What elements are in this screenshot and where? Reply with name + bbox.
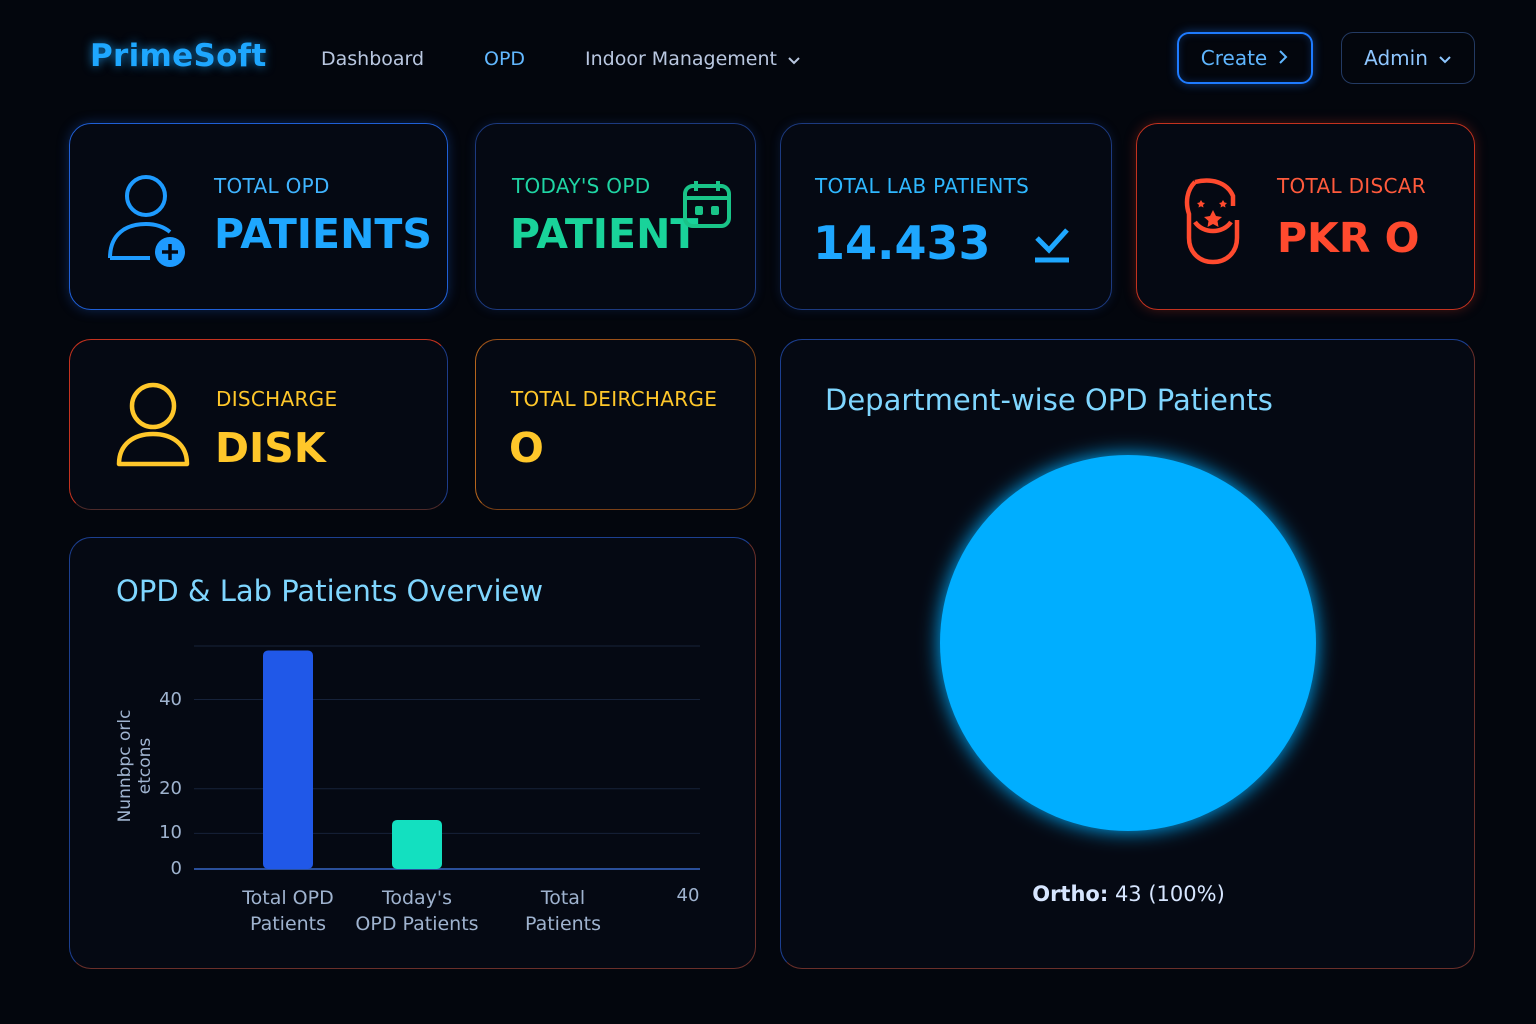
total-lab-value: 14.433 [813, 216, 991, 270]
create-button[interactable]: Create [1177, 32, 1313, 84]
nav-dashboard[interactable]: Dashboard [321, 48, 425, 70]
x-category-label: Total Patients [524, 887, 602, 935]
pie-slice-ortho [940, 455, 1316, 831]
nav-indoor-management[interactable]: Indoor Management [585, 48, 801, 71]
user-add-icon [106, 172, 190, 272]
pie-legend-name: Ortho: [1032, 882, 1109, 906]
total-discharge-value: PKR O [1277, 214, 1420, 262]
card-bar-chart: OPD & Lab Patients Overview Nunnbpc orlc… [69, 537, 756, 969]
card-discharge[interactable]: DISCHARGE DISK [69, 339, 448, 510]
y-tick-label: 10 [159, 822, 182, 844]
todays-opd-value: PATIENT [510, 210, 699, 258]
y-tick-label: 40 [159, 688, 182, 710]
chevron-down-icon [787, 49, 801, 71]
app-logo[interactable]: PrimeSoft [90, 38, 267, 74]
download-check-icon [1031, 224, 1073, 270]
total-opd-label: TOTAL OPD [214, 174, 330, 198]
nav-opd[interactable]: OPD [484, 48, 526, 70]
card-todays-opd[interactable]: TODAY'S OPD PATIENT [475, 123, 756, 310]
todays-opd-label: TODAY'S OPD [512, 174, 651, 198]
bar-chart-plot [194, 645, 700, 870]
total-deircharge-label: TOTAL DEIRCHARGE [511, 387, 718, 411]
calendar-icon [682, 178, 732, 234]
y-axis-label: Nunnbpc orlc etcons [115, 709, 155, 823]
admin-menu-button[interactable]: Admin [1341, 32, 1475, 84]
card-total-discharge[interactable]: TOTAL DISCAR PKR O [1136, 123, 1475, 310]
user-icon [114, 382, 192, 476]
total-discharge-label: TOTAL DISCAR [1277, 174, 1426, 198]
chevron-down-icon [1438, 46, 1452, 70]
y-tick-label: 20 [159, 777, 182, 799]
card-pie-chart: Department-wise OPD Patients Ortho: 43 (… [780, 339, 1475, 969]
discharge-label: DISCHARGE [216, 387, 338, 411]
total-lab-label: TOTAL LAB PATIENTS [815, 174, 1030, 198]
create-button-label: Create [1200, 46, 1268, 70]
pie-chart-plot [940, 455, 1316, 831]
admin-label: Admin [1364, 46, 1428, 70]
y-tick-label: 0 [170, 858, 182, 879]
chevron-right-icon [1277, 46, 1289, 70]
card-total-opd[interactable]: TOTAL OPD PATIENTS [69, 123, 448, 310]
pie-legend: Ortho: 43 (100%) [781, 882, 1476, 906]
pie-chart-title: Department-wise OPD Patients [825, 383, 1273, 417]
patient-bed-icon [1181, 176, 1245, 272]
total-opd-value: PATIENTS [214, 210, 432, 258]
total-deircharge-value: O [509, 424, 544, 472]
x-axis-extra-label: 40 [676, 885, 700, 906]
bar-chart-title: OPD & Lab Patients Overview [116, 574, 544, 608]
bar-1 [392, 819, 442, 869]
discharge-value: DISK [215, 424, 326, 472]
x-category-label: Total OPD Patients [242, 887, 334, 935]
card-total-lab-patients[interactable]: TOTAL LAB PATIENTS 14.433 [780, 123, 1112, 310]
nav-indoor-management-label: Indoor Management [585, 48, 777, 70]
x-category-label: Today's OPD Patients [355, 887, 479, 935]
bar-0 [263, 650, 313, 869]
pie-legend-value: 43 (100%) [1114, 882, 1225, 906]
card-total-deircharge[interactable]: TOTAL DEIRCHARGE O [475, 339, 756, 510]
